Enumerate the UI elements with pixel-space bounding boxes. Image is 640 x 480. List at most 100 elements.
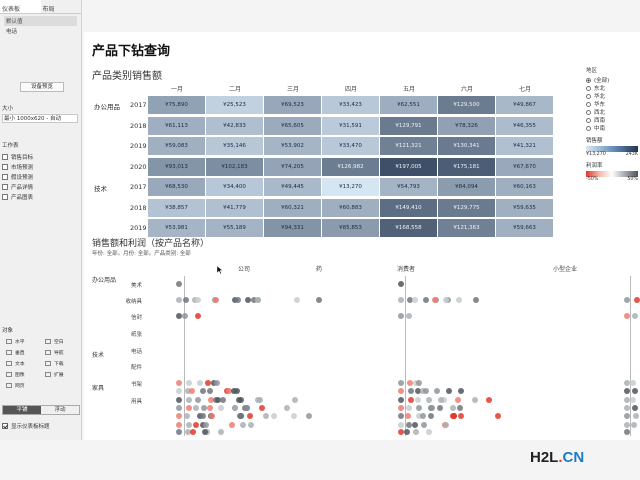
heatmap-cell[interactable]: ¥149,410: [380, 198, 437, 217]
scatter-point[interactable]: [316, 297, 323, 303]
scatter-point[interactable]: [405, 422, 412, 428]
scatter-point[interactable]: [433, 388, 440, 394]
scatter-point[interactable]: [207, 397, 214, 403]
scatter-point[interactable]: [624, 313, 630, 319]
scatter-point[interactable]: [455, 397, 462, 403]
heatmap-cell[interactable]: ¥175,181: [438, 157, 495, 176]
object-download[interactable]: 下载: [41, 359, 80, 368]
worksheet-item[interactable]: 销售目标: [2, 152, 33, 162]
scatter-point[interactable]: [441, 397, 448, 403]
scatter-point[interactable]: [197, 380, 204, 386]
scatter-point[interactable]: [209, 413, 216, 419]
scatter-point[interactable]: [624, 422, 630, 428]
heatmap-cell[interactable]: ¥94,331: [264, 219, 321, 237]
scatter-point[interactable]: [398, 380, 404, 386]
scatter-point[interactable]: [176, 405, 182, 411]
scatter-point[interactable]: [306, 413, 313, 419]
scatter-point[interactable]: [438, 397, 445, 403]
scatter-point[interactable]: [624, 413, 630, 419]
scatter-point[interactable]: [398, 413, 404, 419]
heatmap-cell[interactable]: ¥46,355: [496, 116, 553, 135]
scatter-point[interactable]: [184, 429, 191, 435]
scatter-point[interactable]: [233, 388, 240, 394]
scatter-point[interactable]: [472, 397, 479, 403]
scatter-point[interactable]: [457, 388, 464, 394]
scatter-point[interactable]: [408, 397, 415, 403]
scatter-point[interactable]: [247, 413, 254, 419]
scatter-point[interactable]: [199, 422, 206, 428]
scatter-point[interactable]: [414, 397, 421, 403]
heatmap-cell[interactable]: ¥121,363: [438, 219, 495, 237]
region-option[interactable]: 中南: [586, 124, 640, 132]
heatmap-cell[interactable]: ¥25,523: [206, 96, 263, 114]
scatter-point[interactable]: [220, 397, 227, 403]
scatter-point[interactable]: [624, 380, 630, 386]
scatter-point[interactable]: [176, 380, 182, 386]
worksheet-item[interactable]: 产品详情: [2, 182, 33, 192]
scatter-point[interactable]: [291, 397, 298, 403]
heatmap-cell[interactable]: ¥55,189: [206, 219, 263, 237]
scatter-point[interactable]: [255, 297, 262, 303]
region-option[interactable]: 华北: [586, 92, 640, 100]
scatter-point[interactable]: [398, 388, 404, 394]
heatmap-cell[interactable]: ¥129,775: [438, 198, 495, 217]
worksheet-item[interactable]: 产品图表: [2, 192, 33, 202]
scatter-point[interactable]: [414, 388, 421, 394]
object-text[interactable]: 文本: [2, 359, 41, 368]
scatter-point[interactable]: [202, 422, 209, 428]
tab-dashboard[interactable]: 仪表板: [0, 0, 41, 13]
device-default[interactable]: 默认值: [4, 16, 77, 26]
scatter-point[interactable]: [398, 297, 404, 303]
object-webpage[interactable]: 网页: [2, 381, 41, 390]
scatter-point[interactable]: [420, 413, 427, 419]
scatter-point[interactable]: [283, 405, 290, 411]
heatmap-cell[interactable]: ¥53,902: [264, 137, 321, 155]
heatmap-cell[interactable]: ¥33,423: [322, 96, 379, 114]
heatmap-cell[interactable]: ¥60,321: [264, 198, 321, 217]
scatter-point[interactable]: [293, 297, 300, 303]
scatter-point[interactable]: [632, 388, 639, 394]
heatmap-cell[interactable]: ¥60,883: [322, 198, 379, 217]
scatter-point[interactable]: [632, 313, 639, 319]
heatmap-cell[interactable]: ¥54,793: [380, 178, 437, 196]
worksheet-item[interactable]: 市场预测: [2, 162, 33, 172]
heatmap-cell[interactable]: ¥84,094: [438, 178, 495, 196]
scatter-point[interactable]: [214, 397, 221, 403]
scatter-point[interactable]: [226, 388, 233, 394]
scatter-point[interactable]: [231, 297, 238, 303]
floating-button[interactable]: 浮动: [54, 407, 66, 413]
region-option[interactable]: 西北: [586, 108, 640, 116]
scatter-point[interactable]: [443, 422, 450, 428]
heatmap-cell[interactable]: ¥65,605: [264, 116, 321, 135]
scatter-point[interactable]: [398, 429, 404, 435]
heatmap-cell[interactable]: ¥129,500: [438, 96, 495, 114]
scatter-point[interactable]: [190, 429, 197, 435]
scatter-point[interactable]: [213, 297, 220, 303]
scatter-point[interactable]: [436, 405, 443, 411]
scatter-point[interactable]: [185, 422, 192, 428]
heatmap-cell[interactable]: ¥61,113: [148, 116, 205, 135]
scatter-point[interactable]: [205, 380, 212, 386]
heatmap-cell[interactable]: ¥168,558: [380, 219, 437, 237]
scatter-point[interactable]: [186, 380, 193, 386]
object-blank[interactable]: 空白: [41, 337, 80, 346]
scatter-point[interactable]: [194, 313, 201, 319]
scatter-point[interactable]: [176, 429, 182, 435]
heatmap-cell[interactable]: ¥60,163: [496, 178, 553, 196]
scatter-point[interactable]: [176, 397, 182, 403]
scatter-point[interactable]: [201, 429, 208, 435]
scatter-point[interactable]: [235, 297, 242, 303]
scatter-point[interactable]: [415, 413, 422, 419]
heatmap-cell[interactable]: ¥67,670: [496, 157, 553, 176]
device-phone[interactable]: 电话: [6, 29, 18, 35]
heatmap-cell[interactable]: ¥59,083: [148, 137, 205, 155]
scatter-point[interactable]: [630, 380, 637, 386]
scatter-point[interactable]: [445, 388, 452, 394]
heatmap-cell[interactable]: ¥69,523: [264, 96, 321, 114]
scatter-point[interactable]: [185, 397, 192, 403]
region-option[interactable]: 华东: [586, 100, 640, 108]
heatmap-cell[interactable]: ¥75,890: [148, 96, 205, 114]
scatter-point[interactable]: [431, 297, 438, 303]
scatter-point[interactable]: [428, 413, 435, 419]
scatter-point[interactable]: [624, 429, 630, 435]
